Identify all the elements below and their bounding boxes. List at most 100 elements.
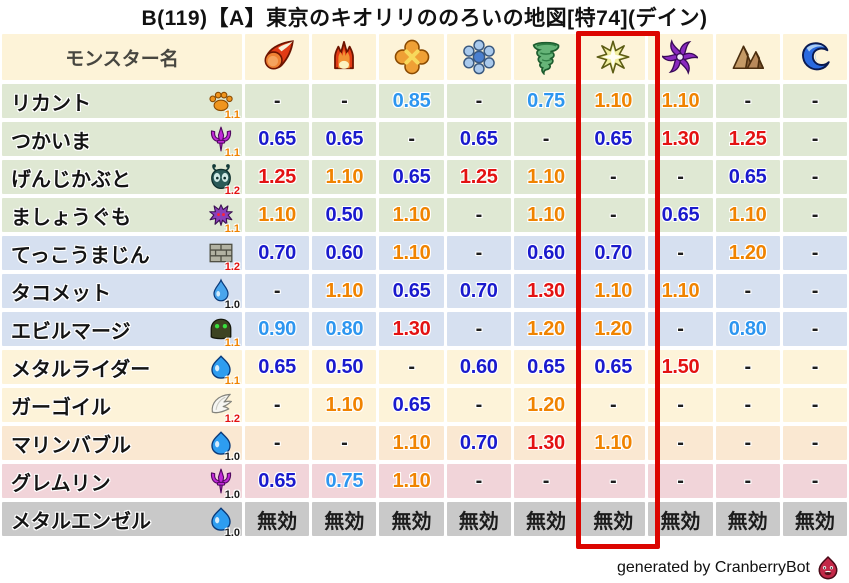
resistance-value: 1.30 bbox=[527, 431, 565, 454]
resistance-value: - bbox=[811, 431, 819, 454]
monster-multiplier: 1.1 bbox=[224, 223, 240, 235]
resistance-cell: 0.65 bbox=[581, 350, 646, 384]
resistance-value: 無効 bbox=[525, 510, 566, 533]
resistance-value: 1.20 bbox=[527, 393, 565, 416]
resistance-value: - bbox=[542, 469, 550, 492]
resistance-value: - bbox=[677, 241, 684, 264]
resistance-cell: 0.65 bbox=[513, 350, 579, 384]
resistance-value: 0.85 bbox=[392, 89, 431, 112]
resistance-value: - bbox=[811, 89, 819, 112]
resistance-cell: 0.65 bbox=[312, 122, 377, 156]
resistance-value: - bbox=[408, 355, 415, 378]
resistance-value: - bbox=[408, 127, 415, 150]
resistance-value: 0.65 bbox=[459, 127, 498, 150]
element-header-rock bbox=[715, 34, 780, 80]
resistance-cell: 1.10 bbox=[513, 160, 579, 194]
resistance-value: 1.20 bbox=[527, 317, 565, 340]
resistance-value: 1.10 bbox=[594, 89, 633, 112]
monster-row-name: マリンバブル 1.0 bbox=[2, 426, 242, 463]
resistance-cell: 0.60 bbox=[446, 350, 511, 384]
resistance-cell: 0.70 bbox=[581, 236, 646, 270]
footer-credit: generated by CranberryBot bbox=[617, 555, 841, 581]
resistance-value: 0.65 bbox=[258, 127, 296, 150]
resistance-value: - bbox=[475, 89, 483, 112]
resistance-cell: - bbox=[715, 426, 780, 460]
resistance-cell: 無効 bbox=[581, 502, 646, 536]
resistance-value: - bbox=[677, 317, 684, 340]
snowflake-icon bbox=[461, 39, 497, 75]
mountain-icon bbox=[730, 39, 766, 75]
resistance-value: - bbox=[811, 469, 819, 492]
resistance-value: 1.25 bbox=[459, 165, 498, 188]
resistance-cell: - bbox=[782, 122, 847, 156]
monster-row-name: メタルエンゼル 1.0 bbox=[2, 502, 242, 539]
resistance-cell: 0.60 bbox=[513, 236, 579, 270]
resistance-value: - bbox=[475, 203, 483, 226]
resistance-value: - bbox=[811, 355, 819, 378]
credit-text: generated by CranberryBot bbox=[617, 559, 810, 576]
resistance-cell: 0.75 bbox=[312, 464, 377, 498]
resistance-value: 0.65 bbox=[527, 355, 565, 378]
resistance-value: 0.60 bbox=[325, 241, 364, 264]
spider-icon: 1.1 bbox=[205, 200, 240, 235]
resistance-cell: 0.70 bbox=[446, 426, 511, 460]
resistance-value: - bbox=[811, 127, 819, 150]
resistance-cell: 1.10 bbox=[245, 198, 310, 232]
resistance-value: 0.70 bbox=[258, 241, 296, 264]
resistance-cell: - bbox=[312, 84, 377, 118]
resistance-cell: - bbox=[648, 388, 713, 422]
resistance-cell: 1.30 bbox=[379, 312, 444, 346]
resistance-cell: 1.10 bbox=[581, 426, 646, 460]
resistance-cell: 1.30 bbox=[513, 274, 579, 308]
resistance-value: 0.65 bbox=[661, 203, 700, 226]
resistance-cell: 1.10 bbox=[379, 236, 444, 270]
resistance-value: - bbox=[811, 241, 819, 264]
monster-row-name: エビルマージ 1.1 bbox=[2, 312, 242, 349]
monster-multiplier: 1.2 bbox=[224, 185, 240, 197]
monster-row-name: てっこうまじん 1.2 bbox=[2, 236, 242, 273]
resistance-cell: 1.10 bbox=[648, 274, 713, 308]
resistance-value: 0.70 bbox=[459, 431, 498, 454]
helmet-icon: 1.1 bbox=[205, 314, 240, 349]
monster-multiplier: 1.0 bbox=[224, 451, 240, 463]
resistance-cell: 1.20 bbox=[513, 388, 579, 422]
resistance-cell: - bbox=[715, 84, 780, 118]
resistance-value: - bbox=[677, 469, 684, 492]
resistance-cell: 1.20 bbox=[513, 312, 579, 346]
resistance-cell: 1.30 bbox=[648, 122, 713, 156]
resistance-cell: 1.30 bbox=[513, 426, 579, 460]
resistance-value: 0.75 bbox=[527, 89, 565, 112]
resistance-value: 1.10 bbox=[325, 393, 364, 416]
resistance-value: 無効 bbox=[458, 510, 499, 533]
resistance-value: - bbox=[610, 393, 617, 416]
resistance-cell: - bbox=[312, 426, 377, 460]
resistance-cell: 無効 bbox=[446, 502, 511, 536]
resistance-table: モンスター名 リカント 1.1 - - 0.85 - 0.75 1.10 1.10 - - つかいま 1.… bbox=[2, 31, 847, 549]
resistance-cell: 1.10 bbox=[312, 388, 377, 422]
resistance-value: 0.65 bbox=[594, 355, 633, 378]
resistance-value: 0.65 bbox=[392, 393, 431, 416]
monster-row-name: タコメット 1.0 bbox=[2, 274, 242, 311]
tornado-icon bbox=[528, 39, 564, 75]
resistance-cell: 0.65 bbox=[379, 274, 444, 308]
resistance-cell: 1.10 bbox=[379, 426, 444, 460]
resistance-cell: - bbox=[446, 236, 511, 270]
monster-row-name: リカント 1.1 bbox=[2, 84, 242, 121]
monster-name: リカント bbox=[11, 92, 91, 115]
monster-multiplier: 1.1 bbox=[224, 109, 240, 121]
resistance-value: 1.10 bbox=[325, 165, 364, 188]
resistance-value: 1.10 bbox=[594, 431, 633, 454]
resistance-cell: - bbox=[446, 388, 511, 422]
resistance-cell: - bbox=[782, 274, 847, 308]
monster-row-name: メタルライダー 1.1 bbox=[2, 350, 242, 387]
resistance-value: 0.90 bbox=[258, 317, 296, 340]
resistance-value: - bbox=[273, 431, 281, 454]
monster-multiplier: 1.1 bbox=[224, 375, 240, 387]
resistance-cell: 1.20 bbox=[715, 236, 780, 270]
resistance-value: 0.65 bbox=[594, 127, 633, 150]
page-title: B(119)【A】東京のキオリリののろいの地図[特74](デイン) bbox=[141, 7, 708, 30]
resistance-value: 1.30 bbox=[661, 127, 700, 150]
element-header-gira bbox=[312, 34, 377, 80]
resistance-cell: - bbox=[782, 426, 847, 460]
beetle-icon: 1.2 bbox=[205, 162, 240, 197]
